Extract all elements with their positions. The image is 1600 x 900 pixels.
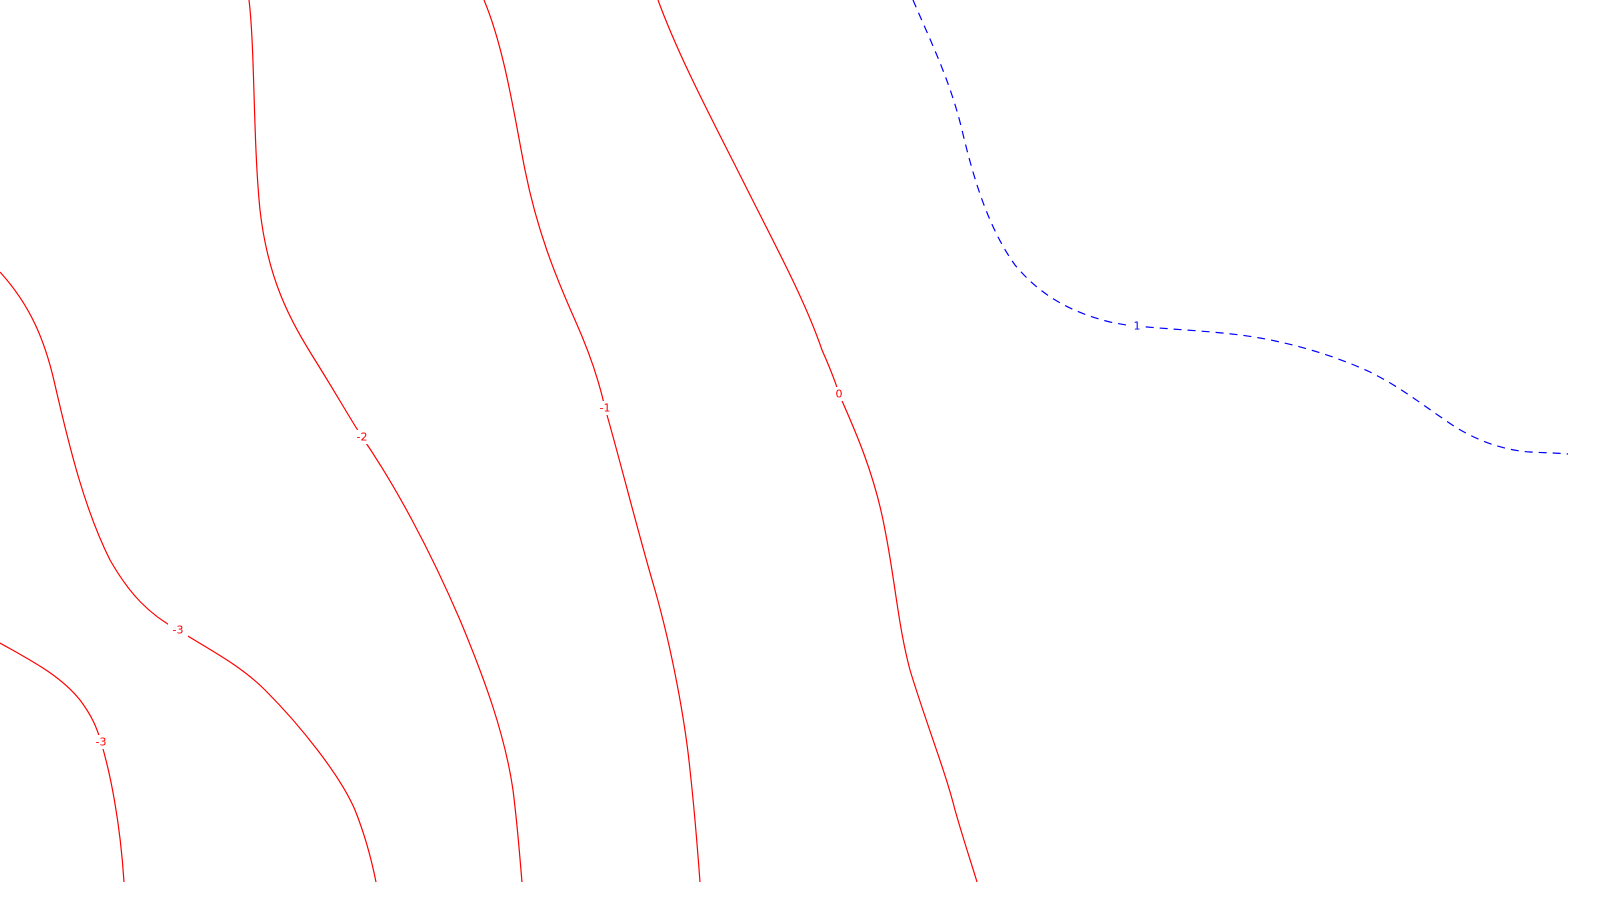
contour-group-plus1: 1	[912, 0, 1569, 455]
contour-label-minus2: -2	[357, 431, 368, 444]
contour-group-minus3-a: -3	[0, 642, 125, 883]
contour-line-plus1	[912, 0, 1569, 455]
contour-line-0	[657, 0, 978, 883]
contour-label-minus3-b: -3	[173, 624, 184, 637]
contour-group-0: 0	[657, 0, 978, 883]
contour-group-minus3-b: -3	[0, 271, 377, 883]
contour-line-minus3-a	[0, 642, 125, 883]
contour-label-minus1: -1	[600, 402, 611, 415]
contour-group-minus2: -2	[248, 0, 523, 883]
contour-label-plus1: 1	[1134, 320, 1141, 333]
contour-group-minus1: -1	[483, 0, 701, 883]
contour-label-minus3-a: -3	[96, 736, 107, 749]
contour-label-0: 0	[836, 388, 843, 401]
